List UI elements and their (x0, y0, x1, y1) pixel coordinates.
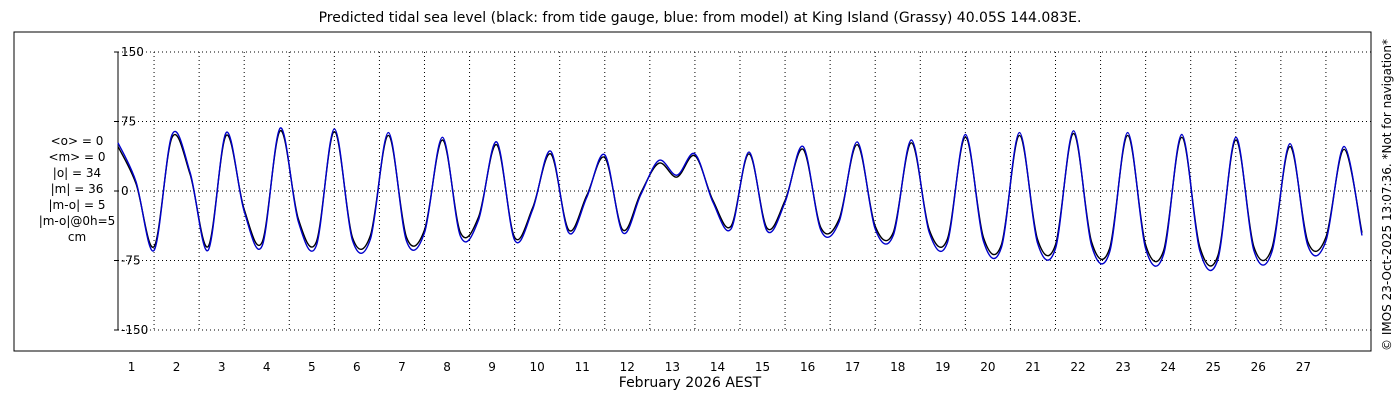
x-tick-label: 9 (488, 360, 496, 374)
stat-abs-observed: |o| = 34 (52, 166, 102, 180)
y-tick-label: 150 (121, 45, 144, 59)
y-tick-label: 75 (121, 115, 136, 129)
credit-note: © IMOS 23-Oct-2025 13:07:36. *Not for na… (1380, 39, 1394, 351)
x-tick-label: 2 (173, 360, 181, 374)
grid-lines (118, 51, 1372, 331)
y-tick-label: -150 (121, 323, 148, 337)
x-tick-label: 10 (530, 360, 545, 374)
stat-abs-model: |m| = 36 (50, 182, 104, 196)
y-axis: -150 -75 0 75 150 (114, 45, 148, 337)
stat-mean-observed: <o> = 0 (50, 134, 104, 148)
x-tick-label: 11 (575, 360, 590, 374)
x-tick-label: 24 (1161, 360, 1176, 374)
x-tick-label: 25 (1206, 360, 1221, 374)
x-tick-label: 15 (755, 360, 770, 374)
x-tick-label: 20 (980, 360, 995, 374)
stat-units: cm (67, 230, 87, 244)
series-line-tide-gauge (117, 130, 1363, 267)
plot-frame (13, 31, 1372, 352)
x-tick-label: 27 (1296, 360, 1311, 374)
series-lines (117, 127, 1363, 272)
x-tick-label: 1 (128, 360, 136, 374)
chart-title: Predicted tidal sea level (black: from t… (318, 10, 1082, 26)
x-tick-label: 16 (800, 360, 815, 374)
y-tick-label: -75 (121, 254, 141, 268)
x-tick-label: 19 (935, 360, 950, 374)
x-tick-label: 14 (710, 360, 725, 374)
stat-abs-diff: |m-o| = 5 (48, 198, 106, 212)
x-tick-label: 6 (353, 360, 361, 374)
series-line-model (117, 127, 1363, 272)
x-tick-label: 23 (1115, 360, 1130, 374)
x-tick-label: 3 (218, 360, 226, 374)
x-tick-label: 17 (845, 360, 860, 374)
x-tick-label: 12 (620, 360, 635, 374)
x-tick-label: 8 (443, 360, 451, 374)
x-axis: 1 2 3 4 5 6 7 8 9 10 11 12 13 14 15 16 17 18 19 20 21 22 23 24 2… (128, 360, 1311, 374)
x-axis-label: February 2026 AEST (618, 375, 762, 391)
x-tick-label: 5 (308, 360, 316, 374)
x-tick-label: 7 (398, 360, 406, 374)
stats-panel: <o> = 0 <m> = 0 |o| = 34 |m| = 36 |m-o| … (22, 133, 132, 245)
x-tick-label: 4 (263, 360, 271, 374)
x-tick-label: 18 (890, 360, 905, 374)
x-tick-label: 13 (665, 360, 680, 374)
stat-abs-diff-0h: |m-o|@0h=5 (38, 214, 116, 228)
x-tick-label: 26 (1251, 360, 1266, 374)
stat-mean-model: <m> = 0 (48, 150, 106, 164)
x-tick-label: 22 (1070, 360, 1085, 374)
y-tick-label: 0 (121, 184, 129, 198)
x-tick-label: 21 (1025, 360, 1040, 374)
